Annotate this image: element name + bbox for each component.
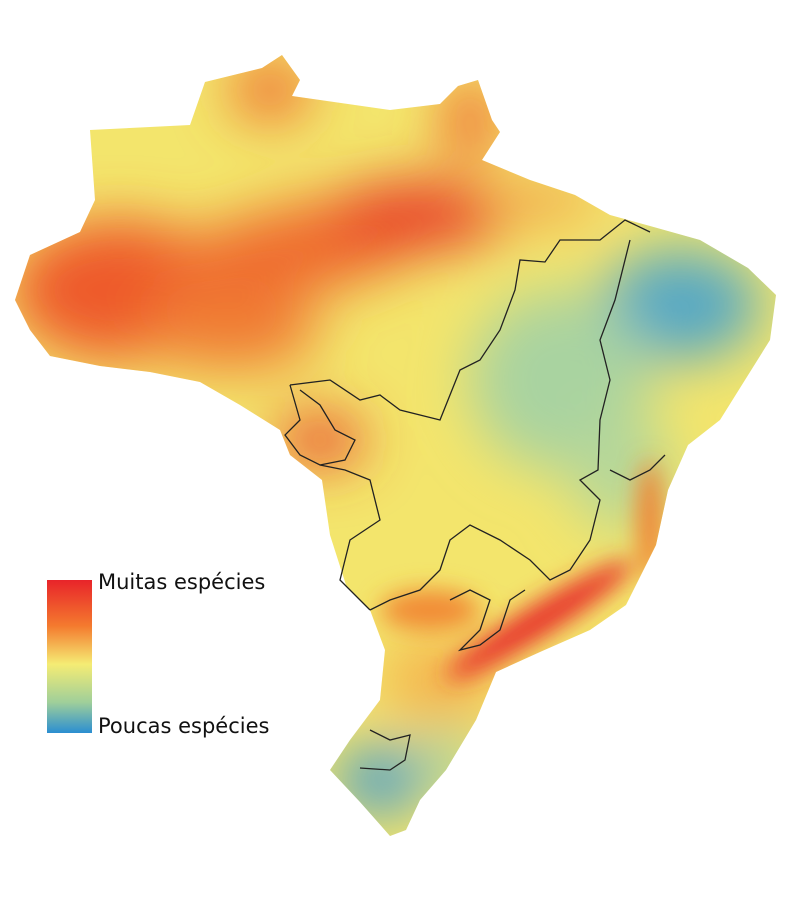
legend: Muitas espécies Poucas espécies xyxy=(47,570,269,738)
legend-high-label: Muitas espécies xyxy=(98,570,265,594)
biome-borders xyxy=(284,219,666,771)
legend-color-bar xyxy=(47,580,92,733)
legend-low-label: Poucas espécies xyxy=(98,714,269,738)
